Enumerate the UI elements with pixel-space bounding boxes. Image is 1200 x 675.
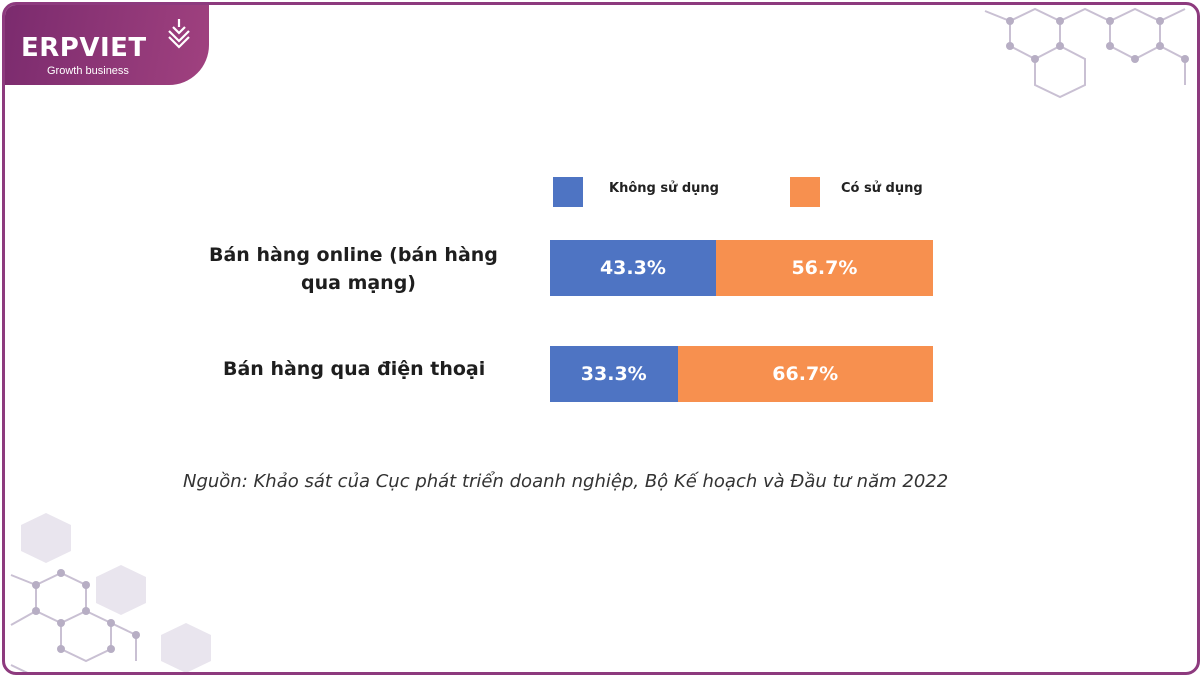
bar-segment-phone-khong-su-dung: 33.3% [550,346,678,402]
category-label-phone-line1: Bán hàng qua điện thoại [223,358,486,380]
category-label-online-line2: qua mạng) [301,272,416,294]
legend-label-co-su-dung: Có sử dụng [841,181,923,196]
logo-badge: ERPVIET Growth business [5,5,209,85]
category-label-online-line1: Bán hàng online (bán hàng [209,244,498,266]
data-label-phone-khong-su-dung: 33.3% [580,363,647,385]
bar-segment-phone-co-su-dung: 66.7% [677,346,933,402]
source-note: Nguồn: Khảo sát của Cục phát triển doanh… [183,471,949,492]
brand-tagline: Growth business [47,65,129,77]
chart-legend: Không sử dụng Có sử dụng [5,177,1197,209]
category-label-online: Bán hàng online (bán hàng qua mạng) [209,241,498,297]
category-label-phone: Bán hàng qua điện thoại [223,355,485,383]
data-label-online-khong-su-dung: 43.3% [599,257,666,279]
brand-diamond-icon [168,19,190,49]
bar-segment-online-khong-su-dung: 43.3% [550,240,716,296]
hexagon-network-decoration-bottom [10,513,211,672]
data-label-phone-co-su-dung: 66.7% [772,363,839,385]
hexagon-network-decoration-top [984,7,1189,99]
brand-name: ERPVIET [21,33,147,63]
bar-segment-online-co-su-dung: 56.7% [715,240,933,296]
data-label-online-co-su-dung: 56.7% [791,257,858,279]
legend-swatch-khong-su-dung [553,177,583,207]
legend-label-khong-su-dung: Không sử dụng [609,181,719,196]
legend-swatch-co-su-dung [790,177,820,207]
